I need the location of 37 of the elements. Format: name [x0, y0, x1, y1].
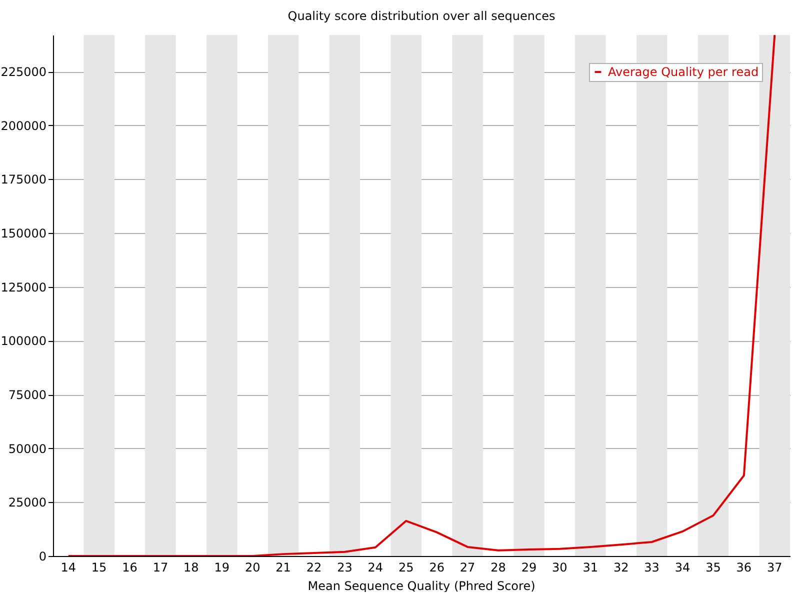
- x-tick-label: 25: [398, 560, 414, 574]
- y-tick-label: 225000: [0, 65, 46, 80]
- x-tick-label: 28: [490, 560, 506, 574]
- x-tick-label: 34: [674, 560, 690, 574]
- x-tick-label: 27: [460, 560, 476, 574]
- y-tick-label: 175000: [0, 172, 46, 187]
- x-tick-label: 33: [644, 560, 660, 574]
- x-tick-label: 36: [736, 560, 752, 574]
- x-tick-label: 14: [60, 560, 76, 574]
- legend-label: Average Quality per read: [608, 65, 759, 79]
- y-tick-label: 0: [38, 550, 46, 564]
- x-tick-label: 17: [152, 560, 168, 574]
- x-tick-label: 24: [368, 560, 384, 574]
- y-tick-label: 75000: [8, 388, 46, 402]
- x-tick-label: 31: [582, 560, 598, 574]
- x-tick-label: 19: [214, 560, 230, 574]
- x-tick-label: 37: [767, 560, 782, 574]
- x-tick-label: 26: [429, 560, 444, 574]
- x-tick-label: 22: [306, 560, 322, 574]
- y-tick-label: 25000: [8, 496, 46, 510]
- chart-title: Quality score distribution over all sequences: [288, 9, 556, 23]
- x-tick-label: 32: [613, 560, 629, 574]
- x-tick-label: 20: [244, 560, 260, 574]
- x-tick-label: 23: [337, 560, 352, 574]
- x-tick-label: 35: [706, 560, 721, 574]
- y-tick-label: 100000: [0, 334, 46, 348]
- x-tick-label: 29: [521, 560, 537, 574]
- x-tick-label: 18: [184, 560, 199, 574]
- y-tick-label: 200000: [0, 118, 46, 133]
- x-tick-label: 16: [122, 560, 138, 574]
- y-tick-label: 150000: [0, 226, 46, 241]
- y-tick-label: 125000: [0, 280, 46, 294]
- line-series: [67, 35, 776, 556]
- x-tick-label: 21: [276, 560, 291, 574]
- x-tick-label: 15: [91, 560, 107, 574]
- x-tick-label: 30: [552, 560, 568, 574]
- y-tick-label: 50000: [8, 442, 46, 456]
